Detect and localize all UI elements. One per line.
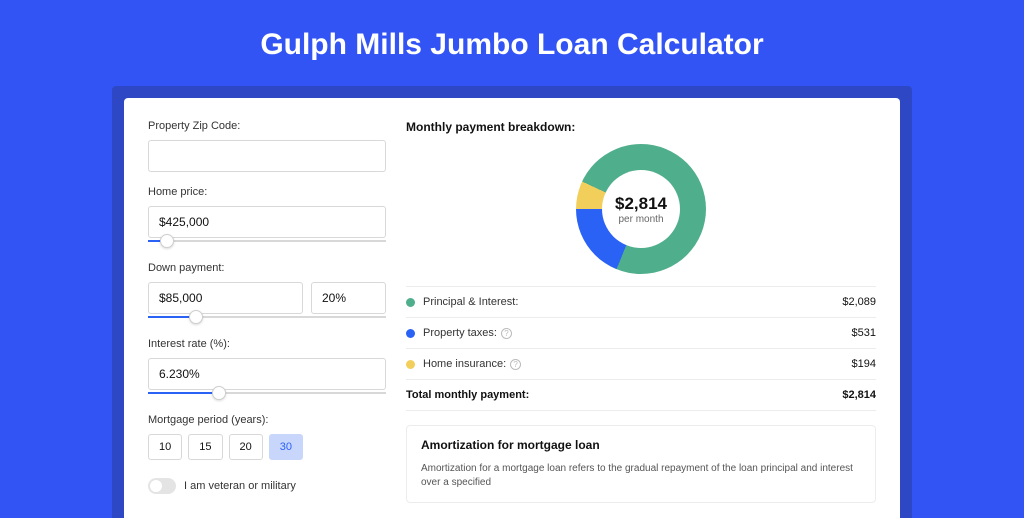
period-option[interactable]: 30 (269, 434, 303, 460)
amortization-text: Amortization for a mortgage loan refers … (421, 462, 861, 490)
legend-row: Home insurance:?$194 (406, 349, 876, 380)
amortization-title: Amortization for mortgage loan (421, 438, 861, 452)
down-payment-slider[interactable] (148, 310, 386, 324)
calculator-panel: Property Zip Code: Home price: Down paym… (124, 98, 900, 518)
veteran-label: I am veteran or military (184, 480, 296, 492)
donut-chart: $2,814 per month (406, 138, 876, 274)
home-price-field: Home price: (148, 186, 386, 248)
legend-dot (406, 329, 415, 338)
info-icon[interactable]: ? (501, 328, 512, 339)
legend-label: Property taxes:? (423, 327, 852, 339)
legend-total-value: $2,814 (842, 389, 876, 401)
legend-row: Property taxes:?$531 (406, 318, 876, 349)
form-column: Property Zip Code: Home price: Down paym… (148, 120, 386, 496)
home-price-label: Home price: (148, 186, 386, 198)
slider-thumb[interactable] (189, 310, 203, 324)
interest-label: Interest rate (%): (148, 338, 386, 350)
amortization-card: Amortization for mortgage loan Amortizat… (406, 425, 876, 503)
legend-total-label: Total monthly payment: (406, 389, 842, 401)
legend-value: $194 (852, 358, 876, 370)
results-column: Monthly payment breakdown: $2,814 per mo… (406, 120, 876, 496)
zip-input[interactable] (148, 140, 386, 172)
down-payment-label: Down payment: (148, 262, 386, 274)
app-container: Property Zip Code: Home price: Down paym… (112, 86, 912, 518)
legend-label: Home insurance:? (423, 358, 852, 370)
donut-value: $2,814 (615, 194, 667, 214)
veteran-row: I am veteran or military (148, 478, 386, 494)
home-price-slider[interactable] (148, 234, 386, 248)
page-title: Gulph Mills Jumbo Loan Calculator (0, 0, 1024, 86)
legend-row: Principal & Interest:$2,089 (406, 287, 876, 318)
legend-value: $531 (852, 327, 876, 339)
legend: Principal & Interest:$2,089Property taxe… (406, 286, 876, 411)
period-option[interactable]: 10 (148, 434, 182, 460)
period-option[interactable]: 15 (188, 434, 222, 460)
breakdown-title: Monthly payment breakdown: (406, 120, 876, 134)
slider-track (148, 240, 386, 242)
period-label: Mortgage period (years): (148, 414, 386, 426)
slider-fill (148, 392, 219, 394)
donut-sublabel: per month (618, 214, 663, 225)
legend-label: Principal & Interest: (423, 296, 842, 308)
veteran-toggle[interactable] (148, 478, 176, 494)
legend-total-row: Total monthly payment:$2,814 (406, 380, 876, 411)
zip-label: Property Zip Code: (148, 120, 386, 132)
donut-center: $2,814 per month (602, 170, 680, 248)
down-payment-field: Down payment: (148, 262, 386, 324)
toggle-knob (150, 480, 162, 492)
info-icon[interactable]: ? (510, 359, 521, 370)
legend-dot (406, 298, 415, 307)
legend-dot (406, 360, 415, 369)
period-option[interactable]: 20 (229, 434, 263, 460)
interest-field: Interest rate (%): (148, 338, 386, 400)
legend-value: $2,089 (842, 296, 876, 308)
zip-field: Property Zip Code: (148, 120, 386, 172)
interest-slider[interactable] (148, 386, 386, 400)
period-field: Mortgage period (years): 1015 2030 (148, 414, 386, 460)
slider-thumb[interactable] (212, 386, 226, 400)
period-options: 1015 2030 (148, 434, 386, 460)
slider-thumb[interactable] (160, 234, 174, 248)
